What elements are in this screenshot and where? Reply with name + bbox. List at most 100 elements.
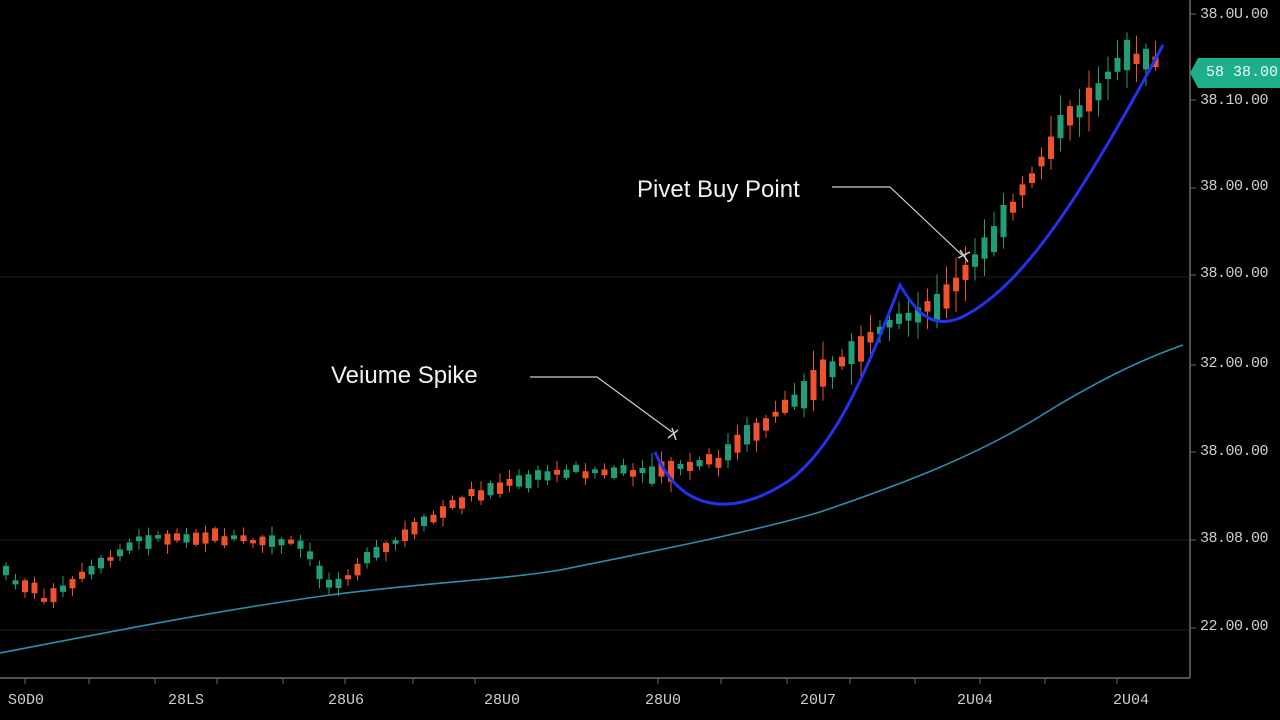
candle-body: [1114, 57, 1121, 72]
candle-body: [278, 539, 285, 546]
candle-body: [924, 301, 931, 312]
candle-body: [763, 418, 769, 431]
candle-body: [601, 469, 608, 476]
volume-spike-annotation: Veiume Spike: [331, 362, 478, 389]
y-axis-label: 38.00.00: [1200, 265, 1269, 282]
candle-body: [668, 460, 674, 482]
candle-body: [411, 521, 418, 535]
candle-body: [1067, 106, 1073, 126]
candle-body: [525, 474, 532, 489]
candle-body: [98, 557, 104, 569]
cup-pattern-curve: [653, 44, 1165, 506]
candle-body: [459, 497, 465, 509]
pivot-buy-point-annotation: Pivet Buy Point: [637, 176, 800, 203]
candle-body: [288, 539, 294, 544]
candle-body: [630, 470, 636, 477]
candle-body: [1038, 156, 1045, 167]
candle-body: [354, 563, 361, 576]
candle-body: [886, 319, 893, 328]
candle-body: [801, 381, 807, 409]
candle-body: [202, 532, 209, 544]
candle-body: [1076, 105, 1083, 118]
x-ticks: [24, 678, 1118, 684]
candle-body: [810, 370, 817, 401]
candle-body: [12, 580, 19, 585]
candle-body: [221, 536, 228, 546]
candle-body: [706, 454, 712, 465]
candle-body: [1133, 53, 1140, 64]
y-axis-label: 38.10.00: [1200, 92, 1269, 109]
candle-body: [231, 535, 237, 540]
candle-body: [725, 444, 731, 461]
candle-body: [649, 466, 655, 484]
candle-body: [1048, 136, 1054, 159]
candle-body: [639, 468, 646, 474]
annotation-leaders: [530, 186, 971, 441]
candle-body: [193, 532, 199, 545]
candle-body: [402, 529, 408, 541]
candle-body: [535, 470, 541, 480]
y-axis-label: 32.00.00: [1200, 355, 1269, 372]
candle-body: [345, 575, 351, 580]
candlesticks: [3, 32, 1159, 609]
candle-body: [772, 411, 779, 417]
candle-body: [867, 331, 874, 343]
y-axis-label: 38.0U.00: [1200, 6, 1269, 23]
candle-body: [383, 542, 389, 553]
candle-body: [497, 482, 503, 494]
candle-body: [544, 471, 551, 481]
x-axis-label: 28U0: [645, 692, 682, 709]
y-axis-label: 22.00.00: [1200, 618, 1269, 635]
x-axis-label: 20U7: [800, 692, 837, 709]
candle-body: [848, 341, 855, 365]
candle-body: [50, 588, 57, 603]
candle-body: [858, 336, 864, 362]
candle-body: [316, 565, 323, 580]
candle-body: [715, 457, 722, 468]
candle-body: [953, 277, 959, 292]
candle-body: [440, 506, 446, 518]
candle-body: [335, 578, 342, 589]
candle-body: [307, 551, 313, 560]
x-axis-label: 2U04: [1113, 692, 1150, 709]
candle-body: [563, 469, 570, 478]
candle-body: [554, 469, 560, 475]
x-axis-label: 28LS: [168, 692, 205, 709]
candle-body: [934, 293, 940, 321]
candle-body: [41, 598, 47, 602]
candle-body: [212, 528, 218, 541]
y-axis-label: 38.00.00: [1200, 443, 1269, 460]
candle-body: [582, 471, 589, 479]
candle-body: [60, 585, 66, 592]
candle-body: [240, 535, 247, 542]
x-axis-label: S0D0: [8, 692, 45, 709]
candle-body: [687, 461, 693, 471]
candle-body: [421, 516, 427, 527]
candle-body: [791, 394, 798, 407]
candle-body: [829, 361, 836, 378]
candle-body: [905, 312, 912, 321]
candle-body: [915, 307, 921, 323]
x-axis-label: 28U0: [484, 692, 521, 709]
candle-body: [250, 540, 256, 544]
candle-body: [1143, 48, 1149, 70]
candle-body: [782, 399, 788, 413]
candle-body: [1019, 184, 1026, 196]
candle-body: [126, 542, 133, 551]
candle-body: [487, 483, 494, 496]
candle-body: [516, 475, 522, 487]
y-ticks: [1190, 13, 1196, 629]
candle-body: [1029, 173, 1035, 184]
candle-body: [1000, 204, 1007, 238]
candle-body: [22, 580, 28, 593]
candle-body: [297, 540, 304, 549]
candle-body: [677, 463, 684, 469]
candle-body: [991, 226, 997, 253]
candle-body: [658, 461, 665, 477]
candle-body: [506, 479, 513, 486]
candle-body: [896, 313, 902, 324]
candle-body: [326, 579, 332, 588]
candle-body: [79, 571, 85, 579]
candle-body: [839, 356, 845, 367]
candle-body: [3, 565, 9, 576]
